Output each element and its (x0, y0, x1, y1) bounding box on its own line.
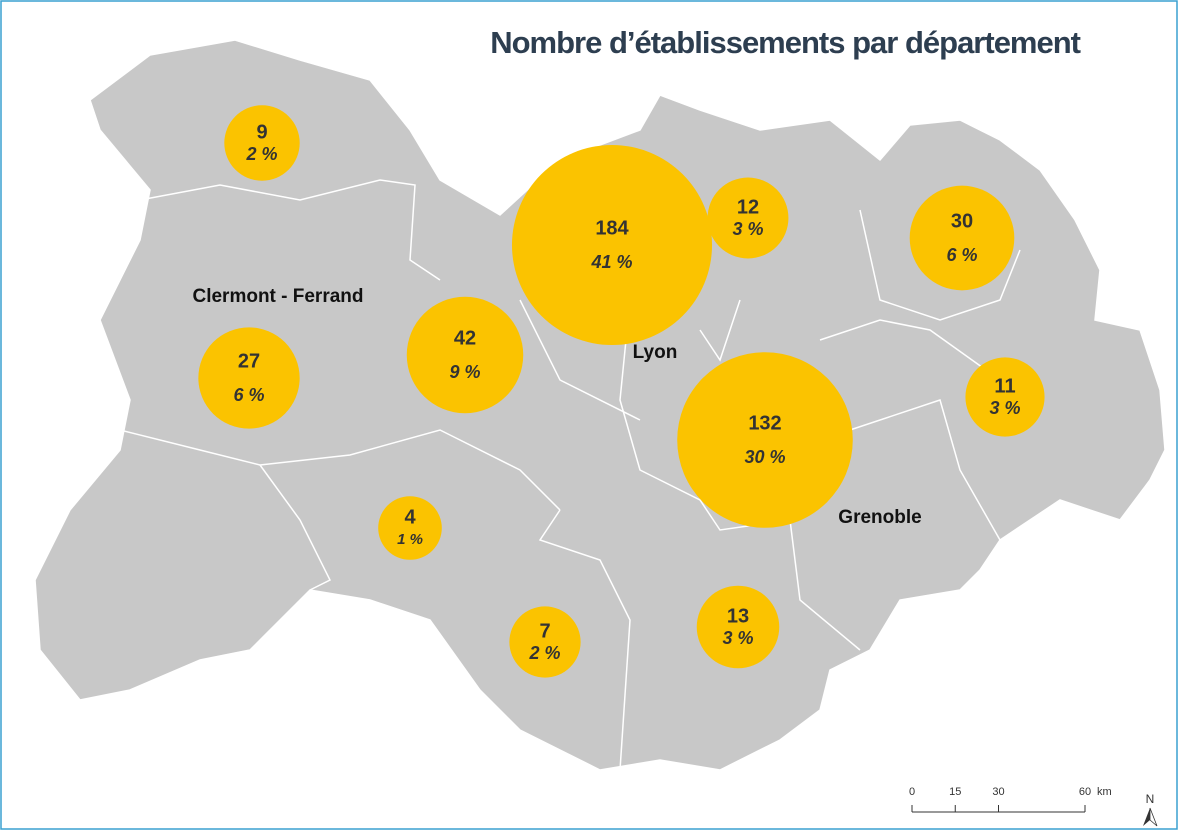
north-arrow (1143, 808, 1150, 826)
bubble (406, 296, 524, 414)
bubble (378, 496, 442, 560)
map-title: Nombre d’établissements par département (490, 25, 1080, 60)
department-borders (119, 179, 1021, 771)
share-label: 2 % (528, 643, 560, 663)
count-label: 13 (727, 605, 749, 627)
count-label: 184 (595, 217, 629, 239)
bubble (511, 144, 713, 346)
city-label: Lyon (633, 342, 678, 363)
bubble (707, 177, 789, 259)
city-label: Grenoble (838, 507, 921, 528)
count-label: 4 (404, 506, 416, 528)
bubble (965, 357, 1045, 437)
share-label: 41 % (590, 252, 632, 272)
count-label: 11 (994, 375, 1015, 397)
bubble (909, 185, 1015, 291)
count-label: 27 (238, 350, 260, 372)
scale-unit: km (1097, 786, 1112, 798)
share-label: 6 % (233, 385, 264, 405)
share-label: 3 % (722, 628, 753, 648)
share-label: 3 % (732, 219, 763, 239)
share-label: 2 % (245, 144, 277, 164)
share-label: 1 % (397, 531, 423, 548)
share-label: 3 % (989, 398, 1020, 418)
bubble (198, 327, 300, 429)
scale-tick-label: 60 (1079, 786, 1091, 798)
scale-tick-label: 30 (992, 786, 1004, 798)
bubble (509, 606, 581, 678)
share-label: 9 % (449, 362, 480, 382)
city-label: Clermont - Ferrand (192, 286, 363, 307)
count-label: 42 (454, 327, 476, 349)
count-label: 7 (539, 620, 550, 642)
bubble (677, 352, 853, 528)
north-label: N (1146, 792, 1155, 806)
share-label: 6 % (946, 245, 977, 265)
count-label: 12 (737, 196, 759, 218)
share-label: 30 % (744, 447, 785, 467)
scale-tick-label: 15 (949, 786, 961, 798)
bubble (696, 585, 780, 669)
region-shape (34, 39, 1166, 771)
bubble (224, 105, 300, 181)
scale-tick-label: 0 (909, 786, 915, 798)
count-label: 30 (951, 210, 973, 232)
count-label: 132 (748, 412, 781, 434)
count-label: 9 (256, 121, 267, 143)
north-arrow-half (1149, 807, 1158, 827)
